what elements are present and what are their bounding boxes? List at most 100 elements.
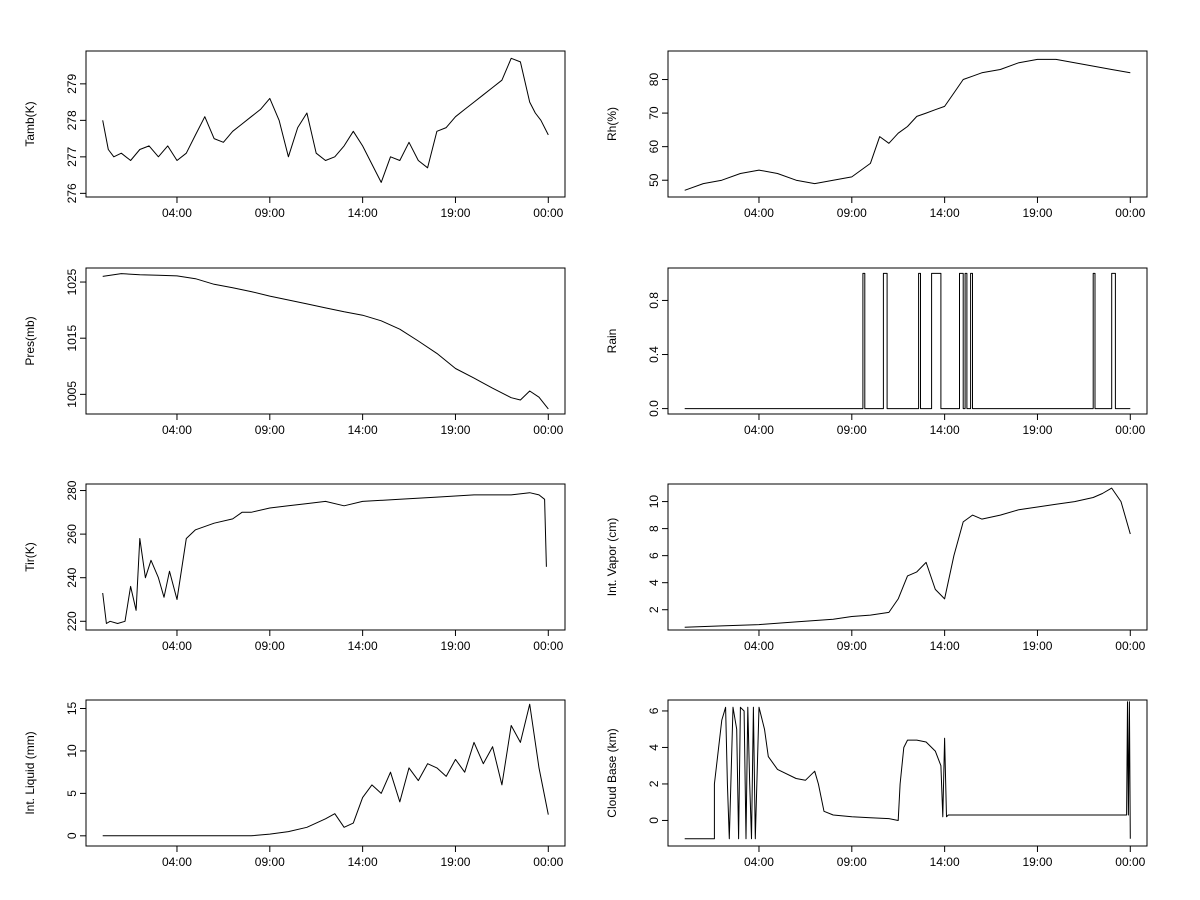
x-tick-label: 19:00 [1022,855,1052,869]
y-tick-label: 279 [65,74,79,94]
y-axis-label: Tamb(K) [23,101,37,146]
y-tick-label: 276 [65,183,79,203]
y-tick-label: 50 [647,173,661,187]
x-tick-label: 14:00 [930,855,960,869]
y-tick-label: 0.0 [647,400,661,417]
plot-frame [667,699,1148,847]
panel-3: 04:00 09:00 14:00 19:00 00:00 1005 1015 1025 Pre… [23,267,566,437]
y-axis-label: Rain [605,329,619,354]
y-tick-label: 70 [647,106,661,120]
plot-frame [85,699,566,847]
x-tick-label: 09:00 [255,639,285,653]
x-tick-label: 00:00 [1115,206,1145,220]
panel-8: 04:00 09:00 14:00 19:00 00:00 0 2 4 6 Cloud Base … [605,699,1148,869]
x-tick-label: 14:00 [348,423,378,437]
y-tick-label: 5 [65,790,79,797]
series-line [684,487,1131,628]
series-line [102,57,549,183]
x-tick-label: 14:00 [930,206,960,220]
x-tick-label: 19:00 [1022,206,1052,220]
x-tick-label: 04:00 [162,639,192,653]
x-tick-label: 14:00 [930,639,960,653]
panel-1: 04:00 09:00 14:00 19:00 00:00 276 277 278 279 Tam… [23,50,566,220]
x-tick-label: 09:00 [837,855,867,869]
series-line [684,701,1131,840]
y-tick-label: 2 [647,780,661,787]
y-tick-label: 10 [65,744,79,758]
x-tick-label: 14:00 [348,206,378,220]
x-tick-label: 00:00 [533,206,563,220]
x-tick-label: 19:00 [440,855,470,869]
y-tick-label: 80 [647,73,661,87]
y-tick-label: 277 [65,147,79,167]
y-tick-label: 60 [647,140,661,154]
x-tick-label: 09:00 [255,423,285,437]
x-tick-label: 04:00 [162,423,192,437]
series-line [102,492,547,624]
y-tick-label: 1005 [65,381,79,408]
x-tick-label: 04:00 [744,639,774,653]
x-tick-label: 00:00 [533,855,563,869]
y-axis-label: Rh(%) [605,107,619,141]
y-tick-label: 278 [65,110,79,130]
plot-frame [667,50,1148,198]
y-tick-label: 4 [647,579,661,586]
x-tick-label: 04:00 [162,855,192,869]
x-tick-label: 14:00 [348,639,378,653]
x-tick-label: 09:00 [837,639,867,653]
x-tick-label: 04:00 [744,206,774,220]
x-tick-label: 04:00 [744,855,774,869]
x-tick-label: 00:00 [533,423,563,437]
y-tick-label: 1025 [65,268,79,295]
x-tick-label: 19:00 [440,639,470,653]
x-tick-label: 19:00 [1022,639,1052,653]
y-tick-label: 280 [65,480,79,500]
y-axis-label: Pres(mb) [23,316,37,365]
x-tick-label: 00:00 [1115,423,1145,437]
y-tick-label: 0.4 [647,346,661,363]
x-tick-label: 09:00 [255,206,285,220]
series-line [102,703,549,837]
y-axis-label: Int. Vapor (cm) [605,518,619,596]
y-axis-label: Tir(K) [23,542,37,572]
y-tick-label: 0 [65,832,79,839]
panel-4: 04:00 09:00 14:00 19:00 00:00 0.0 0.4 0.8 Rain [605,267,1148,437]
plot-frame [667,267,1148,415]
series-line [684,58,1131,191]
y-tick-label: 260 [65,524,79,544]
series-line [102,273,549,410]
x-tick-label: 19:00 [440,206,470,220]
y-tick-label: 240 [65,567,79,587]
y-tick-label: 1015 [65,325,79,352]
x-tick-label: 09:00 [837,423,867,437]
panel-2: 04:00 09:00 14:00 19:00 00:00 50 60 70 80 Rh(%) [605,50,1148,220]
plot-frame [85,267,566,415]
x-tick-label: 00:00 [1115,855,1145,869]
panel-7: 04:00 09:00 14:00 19:00 00:00 0 5 10 15 Int. Liqu… [23,699,566,869]
y-tick-label: 4 [647,744,661,751]
x-tick-label: 09:00 [837,206,867,220]
y-tick-label: 220 [65,611,79,631]
x-tick-label: 04:00 [744,423,774,437]
y-tick-label: 10 [647,495,661,509]
plot-frame [85,483,566,631]
plot-frame [667,483,1148,631]
plot-frame [85,50,566,198]
x-tick-label: 09:00 [255,855,285,869]
x-tick-label: 14:00 [930,423,960,437]
y-tick-label: 0.8 [647,292,661,309]
y-tick-label: 6 [647,552,661,559]
x-tick-label: 19:00 [440,423,470,437]
panel-6: 04:00 09:00 14:00 19:00 00:00 2 4 6 8 10 Int. Vapo… [605,483,1148,653]
y-tick-label: 0 [647,817,661,824]
x-tick-label: 00:00 [1115,639,1145,653]
y-tick-label: 15 [65,701,79,715]
series-line [684,272,1131,410]
x-tick-label: 04:00 [162,206,192,220]
panel-5: 04:00 09:00 14:00 19:00 00:00 220 240 260 280 Tir… [23,480,566,653]
y-tick-label: 6 [647,707,661,714]
x-tick-label: 00:00 [533,639,563,653]
y-axis-label: Int. Liquid (mm) [23,731,37,814]
x-tick-label: 19:00 [1022,423,1052,437]
